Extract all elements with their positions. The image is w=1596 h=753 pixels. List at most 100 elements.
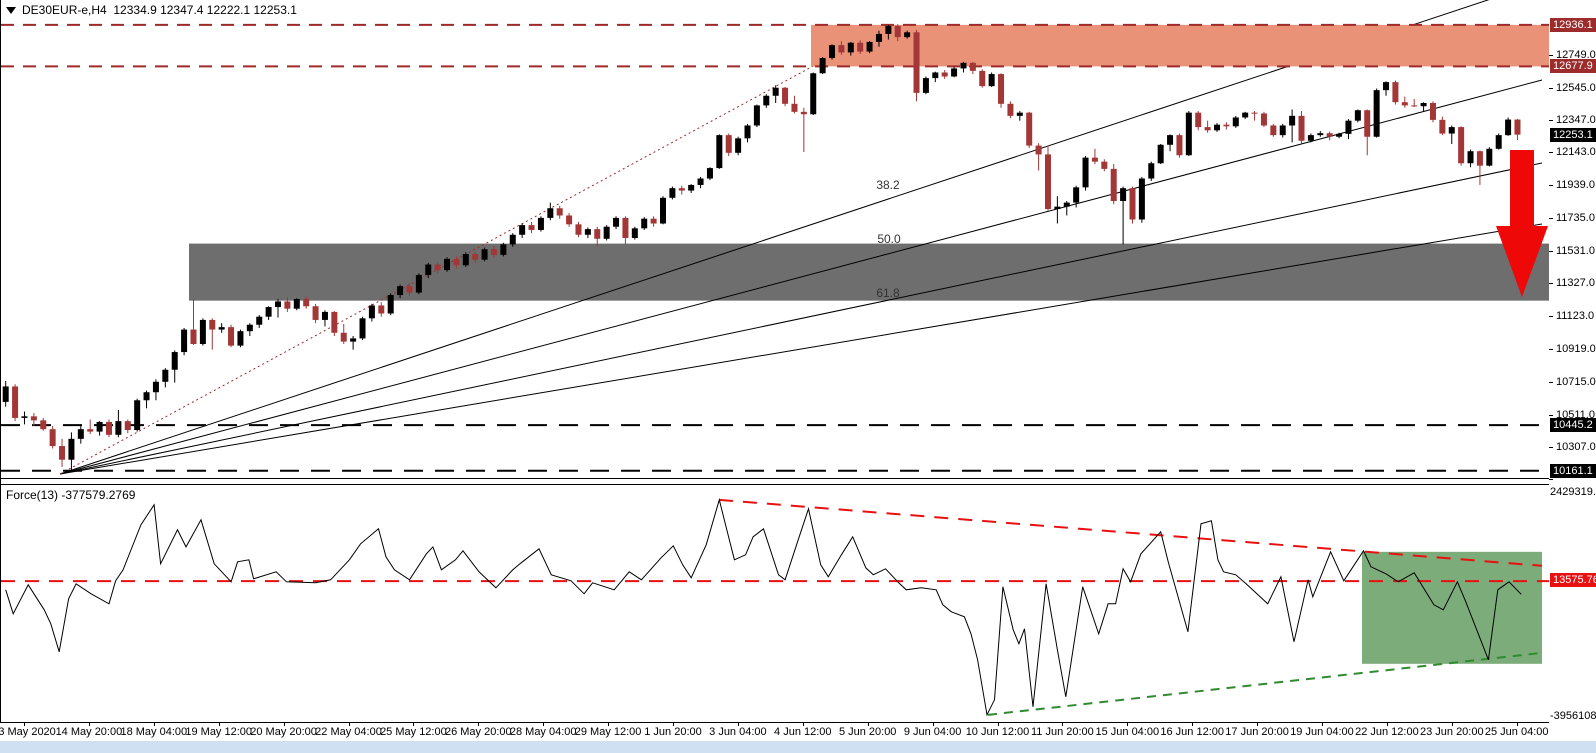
force-level-badge: 13575.763 [1550,573,1596,588]
time-tick-mark [1257,723,1259,726]
time-label: 5 Jun 20:00 [838,726,897,738]
time-tick-mark [867,723,869,726]
price-badge: 12936.1 [1550,17,1596,32]
candlestick-series [2,24,1521,471]
time-label: 11 Jun 20:00 [1030,726,1094,738]
time-label: 16 Jun 12:00 [1160,726,1224,738]
time-tick-mark [737,723,739,726]
force-green-zone [1362,551,1542,664]
time-label: 15 Jun 04:00 [1095,726,1160,738]
price-tick-label: 12749.0 [1556,48,1596,61]
price-tick-label: 10511.0 [1556,408,1595,421]
time-tick-mark [932,723,934,726]
time-label: 28 May 04:00 [509,726,577,738]
time-tick-mark [673,723,674,726]
time-tick-mark [24,723,25,726]
price-tick-label: 10919.0 [1556,343,1596,355]
price-tick-label: 11531.0 [1556,244,1595,257]
force-min-label: -3956108. [1550,710,1596,722]
time-label: 9 Jun 04:00 [903,726,962,738]
time-tick-mark [1127,723,1129,726]
price-tick-label: 12545.0 [1556,81,1596,94]
force-max-label: 2429319.6 [1550,486,1596,498]
time-label: 22 May 04:00 [315,726,382,738]
time-label: 23 Jun 20:00 [1419,726,1484,738]
time-tick-mark [1386,723,1388,726]
force-indicator-chart[interactable] [1,485,1550,722]
price-tick-label: 10715.0 [1556,375,1596,388]
time-tick-mark [348,723,350,726]
pane-separator[interactable] [1,479,1550,484]
fib-fan [59,0,1543,475]
symbol-dropdown-icon[interactable] [6,7,16,15]
price-tick-mark [1549,217,1553,219]
time-label: 17 Jun 20:00 [1225,726,1289,738]
price-tick-label: 11123.0 [1556,310,1595,323]
force-line [5,497,1522,717]
chart-title: DE30EUR-e,H4 12334.9 12347.4 12222.1 122… [6,3,297,17]
price-tick-label: 12347.0 [1556,113,1596,126]
time-tick-mark [1322,723,1323,726]
candlestick-chart[interactable]: 38.2 50.0 61.8 [1,0,1550,479]
price-badge: 10445.2 [1550,418,1596,433]
time-label: 29 May 12:00 [574,726,642,738]
fib-level-label: 61.8 [876,286,900,300]
price-tick-mark [1549,414,1553,416]
price-tick-mark [1549,87,1553,89]
time-tick-mark [413,723,415,726]
time-tick-mark [997,723,999,726]
time-label: 22 Jun 12:00 [1355,726,1419,738]
time-label: 18 May 04:00 [120,726,188,738]
resistance-zone-box [811,24,1549,67]
price-tick-label: 11327.0 [1556,277,1595,290]
time-label: 26 May 20:00 [444,726,512,738]
time-tick-mark [1516,723,1518,726]
force-indicator-label: Force(13) -377579.2769 [6,488,136,502]
price-tick-mark [1549,185,1553,187]
price-tick-mark [1549,119,1553,121]
window-bottom-strip [0,741,1596,753]
time-label: 25 May 12:00 [380,726,447,738]
price-badge: 12253.1 [1550,127,1596,142]
time-tick-mark [1192,723,1194,726]
fib-level-label: 50.0 [877,232,901,246]
price-tick-label: 10307.0 [1556,441,1596,454]
price-tick-mark [1549,316,1553,318]
support-zone-box [189,243,1549,301]
time-label: 19 May 12:00 [185,726,253,738]
plot-area: 38.2 50.0 61.8 DE30EUR-e,H4 12334.9 12347.… [0,0,1550,723]
price-tick-mark [1549,250,1553,252]
time-tick-mark [608,723,610,726]
price-tick-mark [1549,283,1553,285]
down-arrow[interactable] [1496,150,1548,297]
time-label: 19 Jun 04:00 [1290,726,1354,738]
price-tick-label: 12143.0 [1556,146,1596,159]
fib-level-label: 38.2 [876,178,900,192]
time-label: 10 Jun 12:00 [965,726,1030,738]
time-tick-mark [802,723,804,726]
time-label: 13 May 2020 [0,726,56,738]
price-badge: 10161.1 [1550,463,1596,478]
fan-base-dotted-trendline [59,24,890,475]
time-tick-mark [153,723,155,726]
main-price-pane[interactable]: 38.2 50.0 61.8 DE30EUR-e,H4 12334.9 12347.… [1,0,1550,479]
time-tick-mark [1062,723,1064,726]
price-tick-label: 11939.0 [1556,179,1595,192]
price-tick-mark [1549,447,1553,449]
price-axis[interactable]: 12749.0 12545.0 12347.0 12143.0 11939.0 11735… [1549,0,1596,723]
time-tick-mark [283,723,285,726]
ohlc-readout: 12334.9 12347.4 12222.1 12253.1 [113,3,297,17]
price-tick-mark [1549,152,1553,154]
time-label: 14 May 20:00 [55,726,123,738]
time-tick-mark [478,723,480,726]
force-rising-trendline [987,651,1543,716]
time-tick-mark [543,723,545,726]
time-label: 3 Jun 04:00 [709,726,767,738]
time-label: 4 Jun 12:00 [774,726,832,738]
time-label: 20 May 20:00 [250,726,317,738]
time-label: 1 Jun 20:00 [644,726,702,738]
symbol-period-label: DE30EUR-e,H4 [22,3,107,17]
force-indicator-pane[interactable]: Force(13) -377579.2769 [1,484,1550,723]
